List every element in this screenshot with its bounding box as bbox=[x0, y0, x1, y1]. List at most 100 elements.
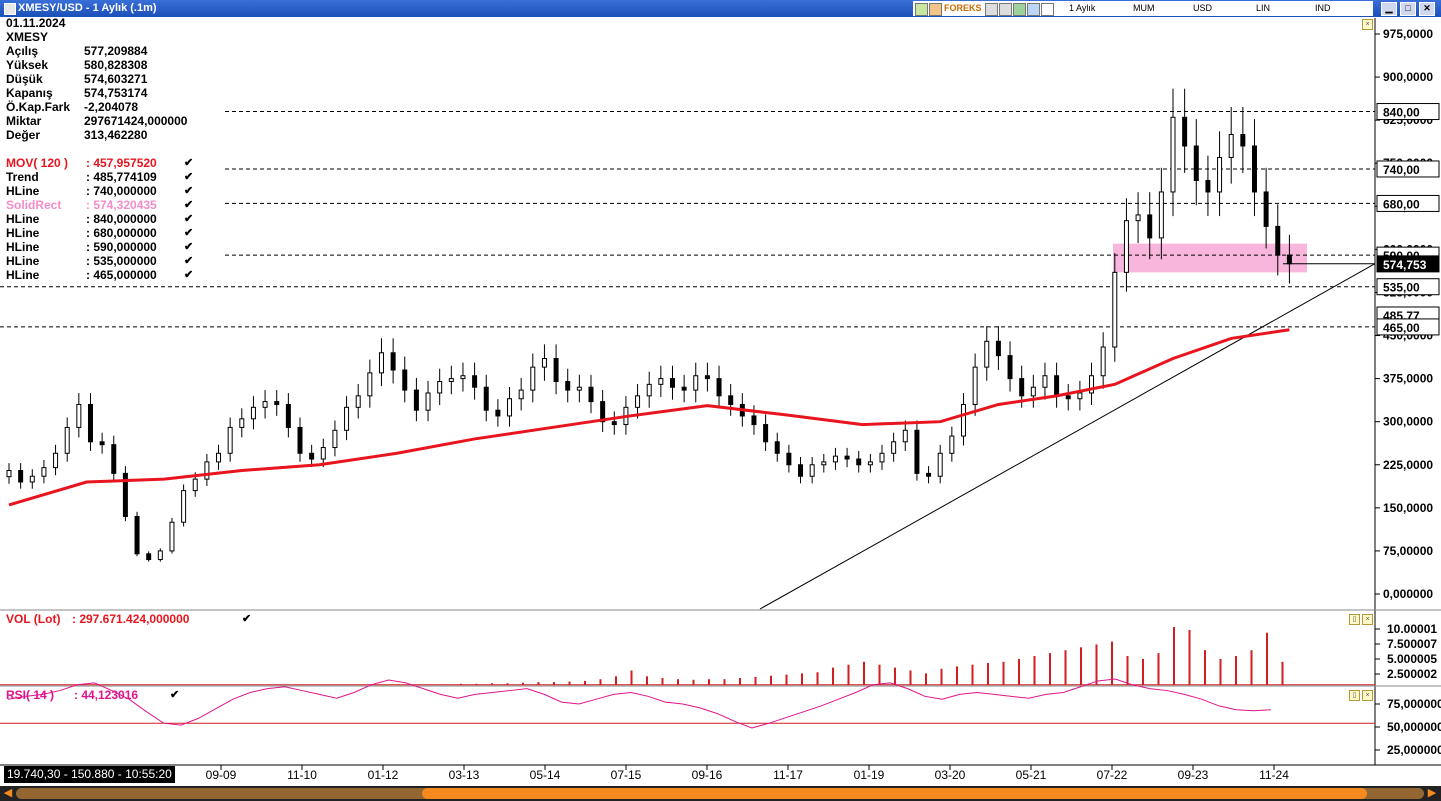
table-icon[interactable] bbox=[999, 3, 1012, 16]
panel-restore-icon[interactable]: ▯ bbox=[1349, 614, 1360, 625]
candle-body bbox=[565, 380, 571, 391]
hline-label-box bbox=[1376, 278, 1440, 296]
x-tick-label: 03-20 bbox=[935, 768, 966, 782]
info-label: Değer bbox=[6, 128, 41, 142]
candle-body bbox=[41, 467, 47, 477]
candle-body bbox=[821, 461, 827, 466]
drawing-tool-icon[interactable] bbox=[929, 3, 942, 16]
hline-label: 535,00 bbox=[1383, 281, 1420, 295]
info-value: 574,603271 bbox=[84, 72, 148, 86]
check-icon[interactable]: ✔ bbox=[184, 171, 194, 183]
candle-body bbox=[1007, 355, 1013, 380]
x-tick-label: 01-19 bbox=[854, 768, 885, 782]
candle-body bbox=[786, 452, 792, 466]
candle-body bbox=[448, 378, 454, 382]
check-icon[interactable]: ✔ bbox=[184, 213, 194, 225]
legend-solidrect[interactable]: SolidRect: 574,320435 ✔ bbox=[6, 198, 193, 212]
scale-selector[interactable]: LIN bbox=[1256, 3, 1271, 13]
wave-icon[interactable] bbox=[1041, 3, 1054, 16]
candle-body bbox=[402, 369, 408, 391]
check-icon[interactable]: ✔ bbox=[184, 185, 194, 197]
legend-hline[interactable]: HLine: 680,000000 ✔ bbox=[6, 226, 193, 240]
scroll-thumb[interactable] bbox=[422, 788, 1367, 799]
panel-close-icon[interactable]: × bbox=[1362, 614, 1373, 625]
candle-body bbox=[1170, 116, 1176, 193]
candle-body bbox=[1019, 378, 1025, 397]
candle-body bbox=[1054, 375, 1060, 397]
chart-tool-icon[interactable] bbox=[915, 3, 928, 16]
grid-icon[interactable] bbox=[985, 3, 998, 16]
hline-label-box bbox=[1376, 160, 1440, 178]
chart-type-selector[interactable]: MUM bbox=[1133, 3, 1155, 13]
check-icon[interactable]: ✔ bbox=[184, 255, 194, 267]
legend-hline[interactable]: HLine: 465,000000 ✔ bbox=[6, 268, 193, 282]
candle-body bbox=[693, 375, 699, 391]
candle-body bbox=[297, 426, 303, 454]
panel-close-icon[interactable]: × bbox=[1362, 690, 1373, 701]
price-tick-label: 375,0000 bbox=[1383, 372, 1433, 386]
hline-label-box bbox=[1376, 255, 1440, 273]
currency-selector[interactable]: USD bbox=[1193, 3, 1213, 13]
legend-hline[interactable]: HLine: 840,000000 ✔ bbox=[6, 212, 193, 226]
candle-body bbox=[658, 378, 664, 385]
check-icon[interactable]: ✔ bbox=[242, 613, 252, 625]
legend-trend[interactable]: Trend: 485,774109 ✔ bbox=[6, 170, 193, 184]
hline-label: 840,00 bbox=[1383, 106, 1420, 120]
period-selector[interactable]: 1 Aylık bbox=[1069, 3, 1096, 13]
vol-legend[interactable]: VOL (Lot): 297.671.424,000000 ✔ bbox=[6, 612, 251, 626]
legend-hline[interactable]: HLine: 535,000000 ✔ bbox=[6, 254, 193, 268]
check-icon[interactable]: ✔ bbox=[170, 689, 180, 701]
panel-restore-icon[interactable]: ▯ bbox=[1349, 690, 1360, 701]
candle-body bbox=[1217, 156, 1223, 193]
info-label: Miktar bbox=[6, 114, 42, 128]
scroll-right-icon[interactable]: ▶ bbox=[1427, 787, 1437, 799]
check-icon[interactable]: ✔ bbox=[184, 269, 194, 281]
legend-label: MOV( 120 ) bbox=[6, 156, 69, 170]
panel-close-icon[interactable]: × bbox=[1362, 19, 1373, 30]
check-icon[interactable]: ✔ bbox=[184, 199, 194, 211]
check-icon[interactable]: ✔ bbox=[184, 157, 194, 169]
rsi-legend[interactable]: RSI( 14 ): 44,123016 ✔ bbox=[6, 688, 179, 702]
candle-body bbox=[250, 406, 256, 420]
legend-value: : 465,000000 bbox=[86, 268, 157, 282]
info-value: 313,462280 bbox=[84, 128, 148, 142]
info-value: 574,753174 bbox=[84, 86, 148, 100]
horizontal-scrollbar[interactable]: ◀ ▶ bbox=[0, 786, 1441, 801]
candle-body bbox=[553, 358, 559, 382]
legend-ma[interactable]: MOV( 120 ): 457,957520 ✔ bbox=[6, 156, 193, 170]
candle-body bbox=[87, 403, 93, 443]
vol-tick-label: 7.500007 bbox=[1387, 637, 1437, 651]
vol-label: VOL (Lot) bbox=[6, 612, 61, 626]
candle-body bbox=[902, 429, 908, 443]
candle-body bbox=[1042, 375, 1048, 388]
candle-body bbox=[274, 401, 280, 405]
legend-label: HLine bbox=[6, 240, 40, 254]
app-icon bbox=[4, 3, 16, 15]
candle-body bbox=[844, 455, 850, 460]
check-icon[interactable]: ✔ bbox=[184, 227, 194, 239]
candle-body bbox=[984, 340, 990, 368]
maximize-button[interactable]: □ bbox=[1400, 2, 1416, 16]
candle-body bbox=[960, 403, 966, 437]
price-tick-label: 975,0000 bbox=[1383, 27, 1433, 41]
candle-body bbox=[1135, 214, 1141, 222]
legend-hline[interactable]: HLine: 740,000000 ✔ bbox=[6, 184, 193, 198]
candle-body bbox=[6, 470, 12, 478]
scroll-left-icon[interactable]: ◀ bbox=[3, 787, 13, 799]
candle-body bbox=[728, 395, 734, 405]
rsi-label: RSI( 14 ) bbox=[6, 688, 55, 702]
candle-body bbox=[926, 472, 932, 477]
foreks-logo[interactable]: FOREKS bbox=[944, 3, 982, 13]
navigate-icon[interactable] bbox=[1027, 3, 1040, 16]
indicator-selector[interactable]: IND bbox=[1315, 3, 1331, 13]
candle-body bbox=[1065, 395, 1071, 400]
pen-icon[interactable] bbox=[1013, 3, 1026, 16]
x-tick-label: 05-14 bbox=[530, 768, 561, 782]
info-value: 577,209884 bbox=[84, 44, 148, 58]
minimize-button[interactable]: ▁ bbox=[1381, 2, 1397, 16]
check-icon[interactable]: ✔ bbox=[184, 241, 194, 253]
legend-hline[interactable]: HLine: 590,000000 ✔ bbox=[6, 240, 193, 254]
candle-body bbox=[483, 386, 489, 411]
close-button[interactable]: ✕ bbox=[1419, 2, 1435, 16]
